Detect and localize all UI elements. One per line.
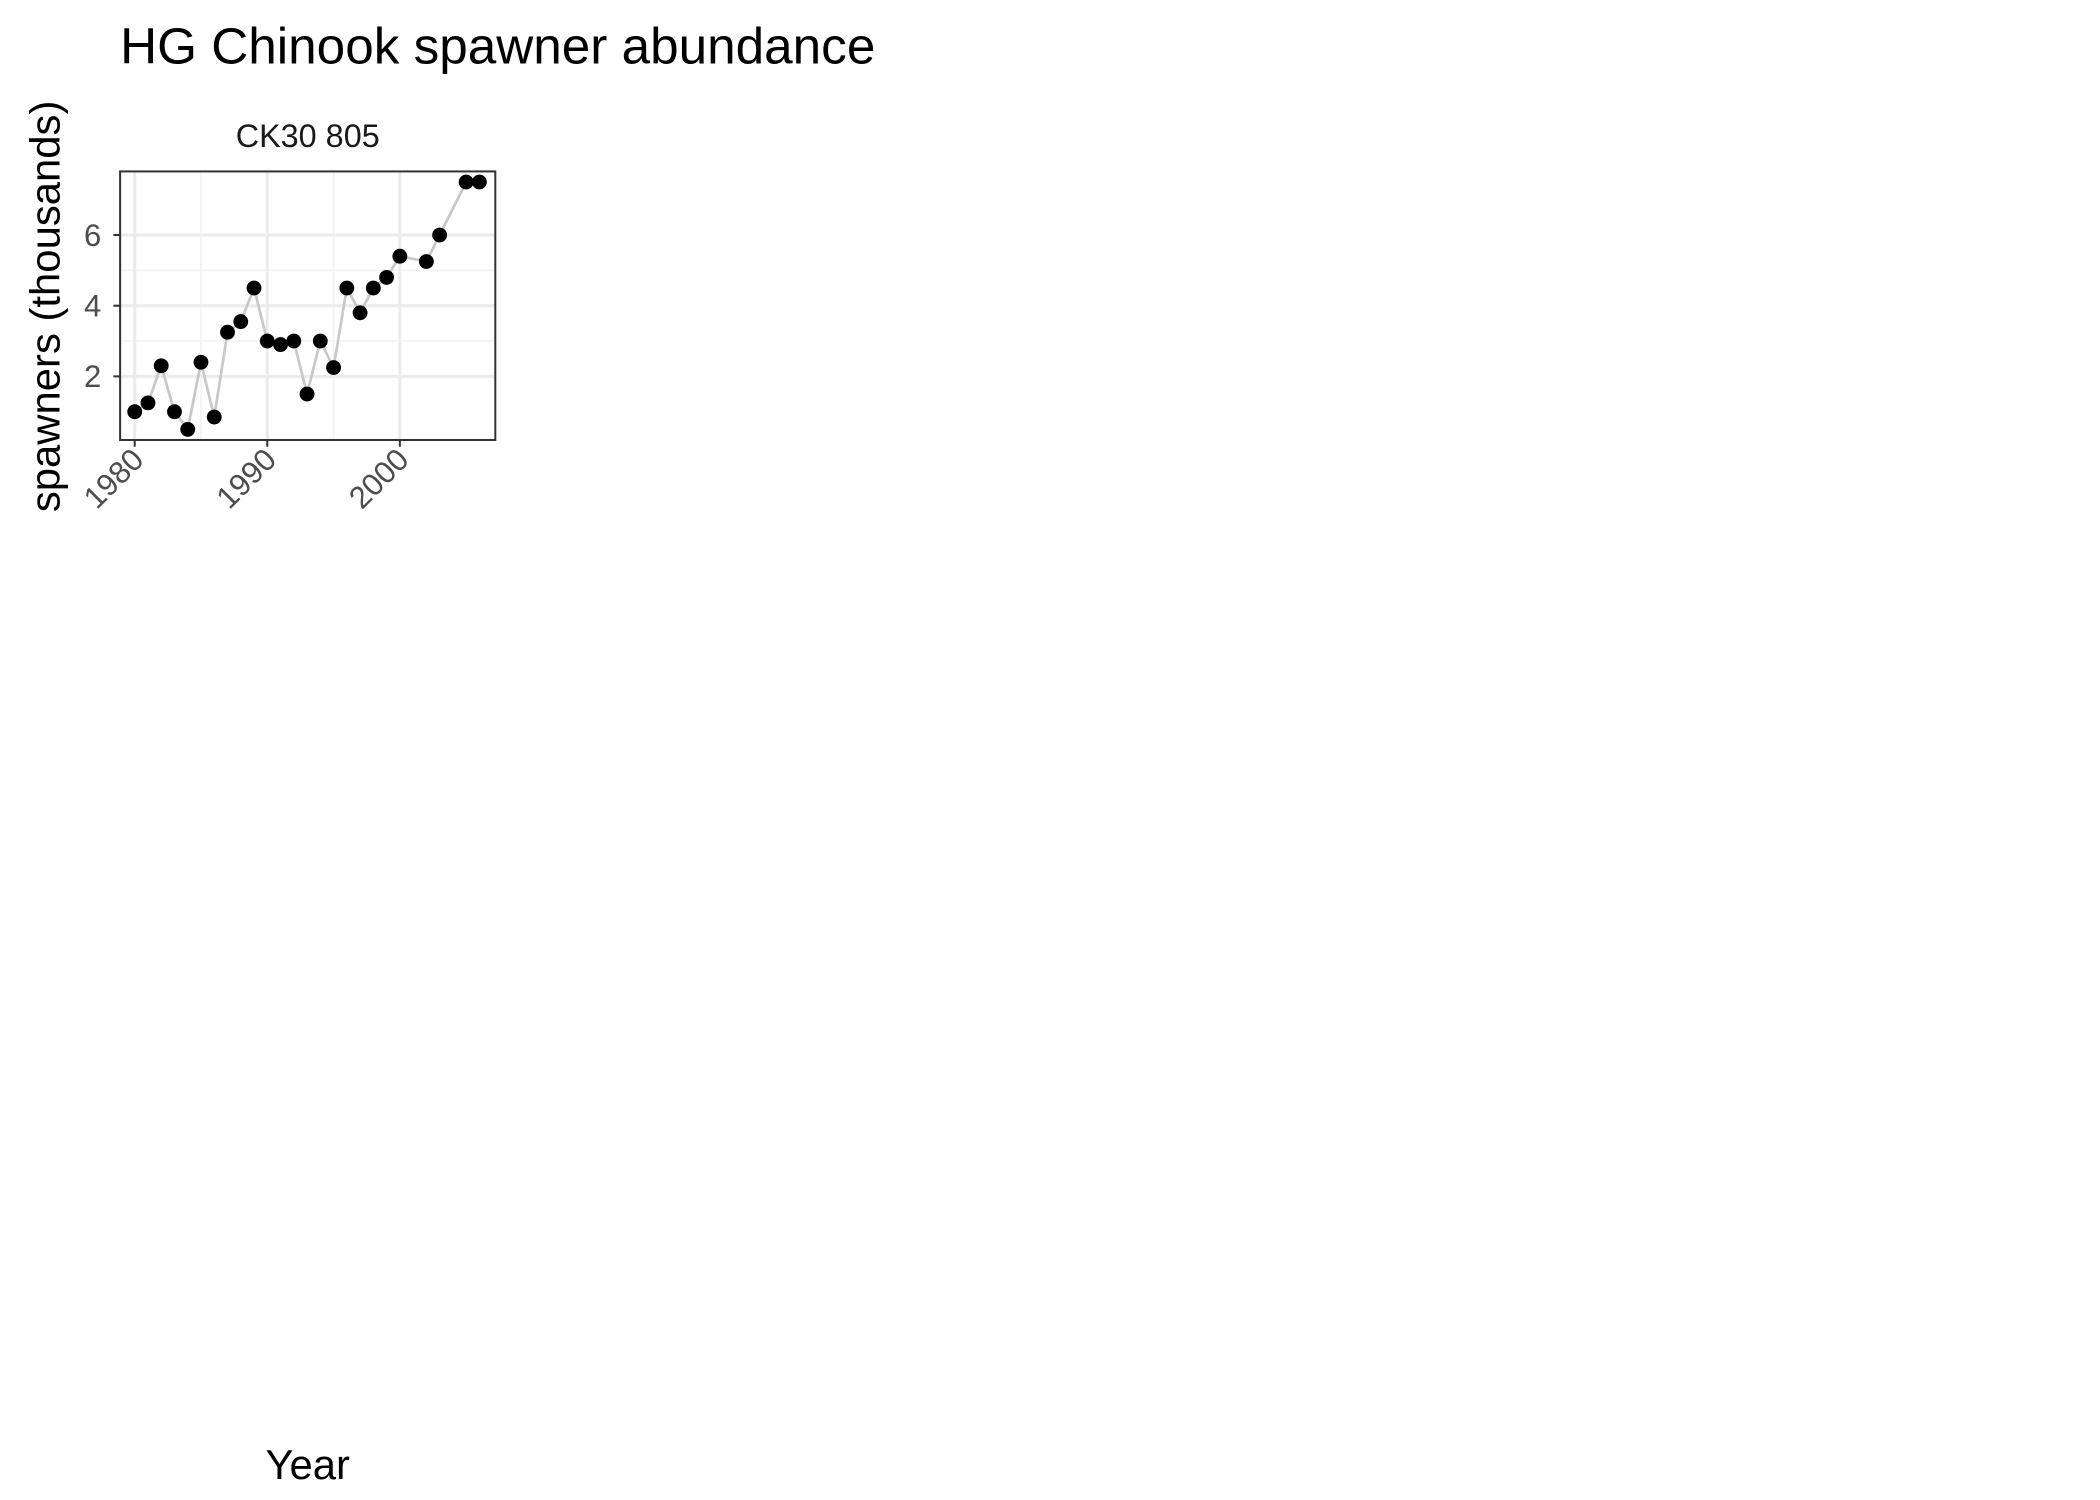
data-point: [206, 409, 222, 425]
data-point: [432, 227, 448, 243]
data-point: [379, 270, 395, 285]
data-point: [352, 305, 368, 321]
chart-title: HG Chinook spawner abundance: [120, 17, 875, 74]
panel-border: [119, 170, 497, 442]
data-point: [312, 333, 328, 349]
data-point: [259, 333, 275, 349]
y-axis-label: spawners (thousands): [21, 101, 68, 513]
y-tick-label: 4: [84, 289, 101, 324]
data-point: [299, 386, 315, 402]
data-point: [167, 404, 182, 420]
data-point: [140, 395, 156, 411]
data-point: [153, 358, 169, 374]
data-point: [127, 404, 143, 420]
data-point: [471, 174, 487, 190]
y-tick-label: 2: [84, 359, 101, 394]
x-tick-label: 2000: [342, 442, 416, 516]
data-point: [246, 280, 262, 296]
data-point: [273, 337, 288, 353]
data-point: [180, 421, 196, 437]
data-point: [458, 174, 474, 190]
data-point: [418, 254, 434, 269]
data-point: [233, 314, 249, 330]
data-point: [193, 354, 209, 370]
panel-title: CK30 805: [236, 118, 380, 154]
x-axis-label: Year: [265, 1441, 350, 1488]
data-point: [220, 324, 235, 340]
x-tick-label: 1980: [77, 442, 151, 516]
data-point: [365, 280, 381, 296]
x-tick-label: 1990: [209, 442, 283, 516]
data-point: [326, 360, 341, 375]
data-point: [286, 333, 302, 349]
data-point: [339, 280, 355, 296]
y-tick-label: 6: [84, 218, 101, 253]
data-point: [392, 248, 408, 264]
